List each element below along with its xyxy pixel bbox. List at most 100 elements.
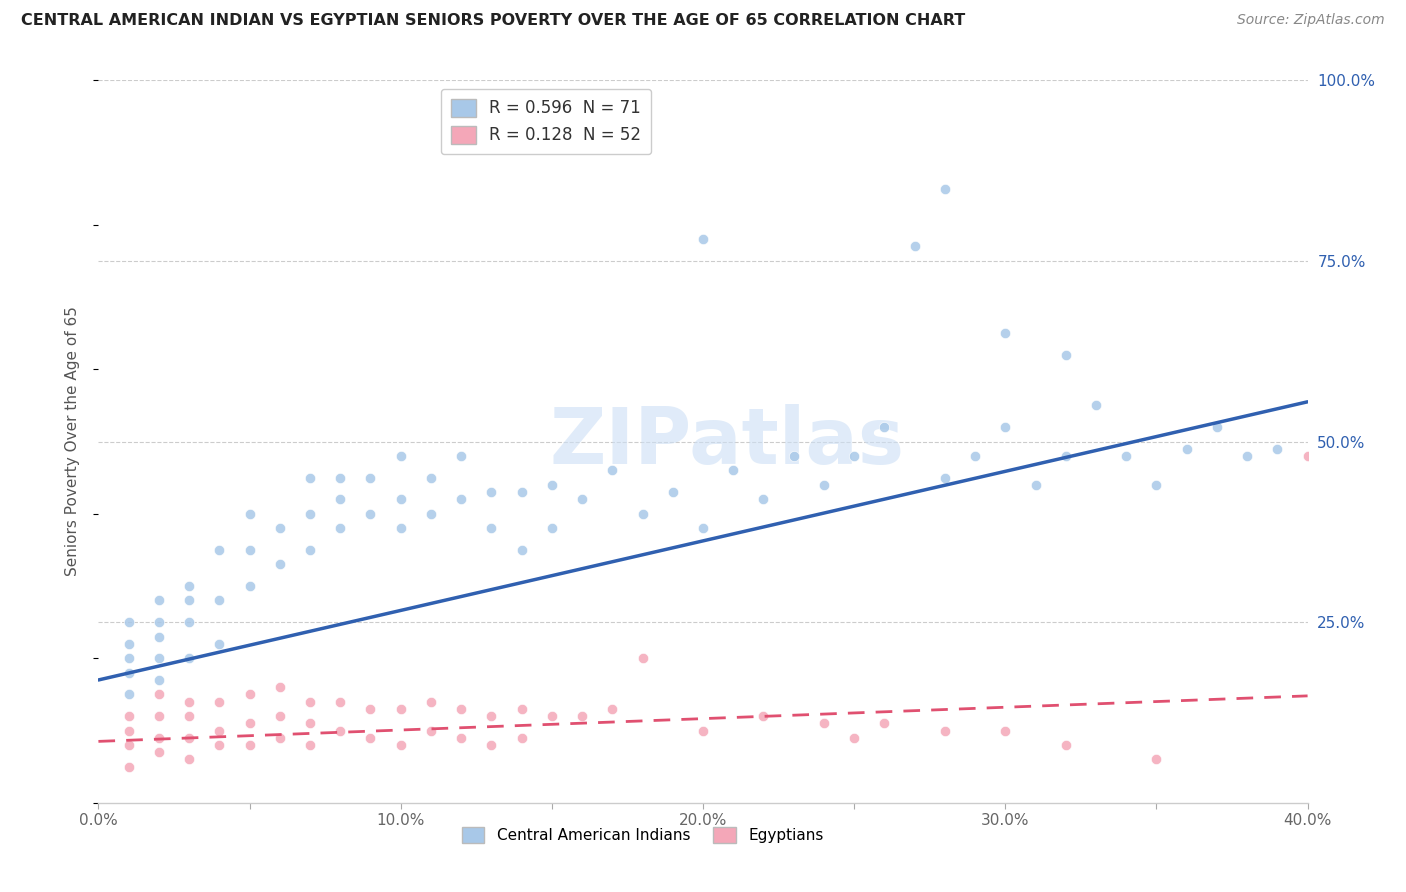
Point: [360, 470, 382, 484]
Point: [1054, 449, 1077, 463]
Point: [752, 709, 775, 723]
Point: [208, 695, 231, 709]
Point: [965, 449, 987, 463]
Point: [118, 687, 141, 701]
Point: [389, 702, 412, 716]
Point: [239, 687, 262, 701]
Point: [148, 630, 170, 644]
Point: [1085, 398, 1108, 412]
Point: [148, 615, 170, 630]
Point: [571, 492, 593, 507]
Point: [208, 593, 231, 607]
Point: [450, 492, 472, 507]
Point: [692, 521, 714, 535]
Point: [148, 745, 170, 759]
Point: [329, 695, 352, 709]
Point: [692, 232, 714, 246]
Point: [1024, 478, 1046, 492]
Point: [602, 463, 624, 477]
Point: [783, 449, 806, 463]
Point: [420, 470, 443, 484]
Point: [813, 478, 835, 492]
Point: [994, 723, 1017, 738]
Point: [481, 738, 503, 752]
Point: [118, 651, 141, 665]
Point: [420, 507, 443, 521]
Point: [360, 507, 382, 521]
Point: [148, 731, 170, 745]
Point: [179, 593, 201, 607]
Point: [239, 542, 262, 557]
Point: [540, 521, 562, 535]
Point: [1054, 738, 1077, 752]
Point: [934, 723, 956, 738]
Point: [1054, 348, 1077, 362]
Point: [813, 716, 835, 731]
Point: [360, 702, 382, 716]
Point: [450, 449, 472, 463]
Point: [510, 731, 533, 745]
Point: [329, 492, 352, 507]
Point: [239, 507, 262, 521]
Point: [692, 723, 714, 738]
Point: [118, 723, 141, 738]
Text: ZIPatlas: ZIPatlas: [550, 403, 904, 480]
Point: [118, 760, 141, 774]
Point: [994, 420, 1017, 434]
Point: [299, 542, 322, 557]
Point: [208, 637, 231, 651]
Point: [179, 709, 201, 723]
Point: [1296, 449, 1319, 463]
Point: [1206, 420, 1229, 434]
Point: [148, 673, 170, 687]
Point: [1144, 752, 1167, 766]
Point: [844, 731, 866, 745]
Point: [179, 752, 201, 766]
Point: [510, 702, 533, 716]
Point: [179, 731, 201, 745]
Point: [148, 709, 170, 723]
Point: [904, 239, 927, 253]
Point: [389, 492, 412, 507]
Point: [994, 326, 1017, 340]
Point: [269, 521, 291, 535]
Point: [148, 593, 170, 607]
Point: [329, 723, 352, 738]
Point: [118, 738, 141, 752]
Point: [450, 731, 472, 745]
Point: [661, 485, 683, 500]
Point: [873, 420, 896, 434]
Point: [934, 182, 956, 196]
Point: [118, 637, 141, 651]
Point: [360, 731, 382, 745]
Point: [571, 709, 593, 723]
Point: [420, 723, 443, 738]
Point: [420, 695, 443, 709]
Point: [481, 521, 503, 535]
Point: [481, 709, 503, 723]
Point: [1115, 449, 1137, 463]
Point: [934, 470, 956, 484]
Point: [239, 579, 262, 593]
Point: [389, 738, 412, 752]
Point: [723, 463, 745, 477]
Point: [179, 651, 201, 665]
Point: [299, 695, 322, 709]
Point: [299, 507, 322, 521]
Point: [148, 651, 170, 665]
Point: [208, 738, 231, 752]
Point: [269, 731, 291, 745]
Point: [239, 716, 262, 731]
Point: [510, 485, 533, 500]
Text: CENTRAL AMERICAN INDIAN VS EGYPTIAN SENIORS POVERTY OVER THE AGE OF 65 CORRELATI: CENTRAL AMERICAN INDIAN VS EGYPTIAN SENI…: [21, 13, 966, 29]
Point: [299, 716, 322, 731]
Legend: Central American Indians, Egyptians: Central American Indians, Egyptians: [456, 821, 830, 849]
Point: [118, 665, 141, 680]
Point: [179, 695, 201, 709]
Point: [844, 449, 866, 463]
Point: [269, 680, 291, 694]
Text: Source: ZipAtlas.com: Source: ZipAtlas.com: [1237, 13, 1385, 28]
Point: [540, 709, 562, 723]
Point: [752, 492, 775, 507]
Point: [481, 485, 503, 500]
